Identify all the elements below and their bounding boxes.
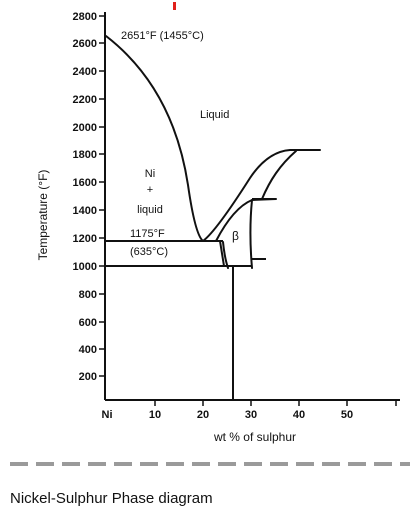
liquidus-ni-side <box>105 35 204 242</box>
beta-upper-boundary <box>215 198 277 242</box>
top-marker <box>173 2 176 10</box>
y-tick-label: 2600 <box>73 38 97 50</box>
x-axis-title: wt % of sulphur <box>213 430 296 444</box>
ni-liquid-label-3: liquid <box>137 204 163 216</box>
eutectic-temp-f: 1175°F <box>130 228 165 240</box>
beta-label: β <box>232 229 239 243</box>
y-axis-title: Temperature (°F) <box>36 170 50 261</box>
liquid-label: Liquid <box>200 109 229 121</box>
y-tick-label: 1200 <box>73 233 97 245</box>
ni-liquid-label-1: Ni <box>145 168 155 180</box>
y-tick-label: 2000 <box>73 122 97 134</box>
figure-caption: Nickel-Sulphur Phase diagram <box>10 490 213 507</box>
decorative-strip <box>10 462 410 466</box>
y-tick-label: 600 <box>79 317 97 329</box>
liquidus-s-side <box>202 149 321 242</box>
x-tick-label: 10 <box>149 409 161 421</box>
y-tick-label: 1600 <box>73 177 97 189</box>
phase-diagram: 2800 2600 2400 2200 2000 1800 1600 1400 … <box>36 2 400 444</box>
x-tick-label: 50 <box>341 409 353 421</box>
y-tick-label: 2800 <box>73 11 97 23</box>
y-tick-label: 1400 <box>73 205 97 217</box>
x-tick-label: 30 <box>245 409 257 421</box>
y-tick-label: 400 <box>79 344 97 356</box>
ni-melting-label: 2651°F (1455°C) <box>121 30 204 42</box>
y-tick-label: 200 <box>79 371 97 383</box>
y-tick-label: 2200 <box>73 94 97 106</box>
y-ticks <box>99 15 105 377</box>
ni-liquid-label-2: + <box>147 184 153 196</box>
y-tick-label: 1800 <box>73 149 97 161</box>
x-tick-label: 20 <box>197 409 209 421</box>
x-ticks <box>154 400 397 406</box>
beta-liquidus-join <box>261 150 297 200</box>
x-tick-label: 40 <box>293 409 305 421</box>
y-tick-label: 800 <box>79 289 97 301</box>
beta-left-vertical <box>219 240 225 267</box>
x-tick-label: Ni <box>102 409 113 421</box>
y-tick-label: 2400 <box>73 66 97 78</box>
beta-right-boundary <box>249 199 253 269</box>
y-tick-label: 1000 <box>73 261 97 273</box>
eutectic-temp-c: (635°C) <box>130 246 168 258</box>
